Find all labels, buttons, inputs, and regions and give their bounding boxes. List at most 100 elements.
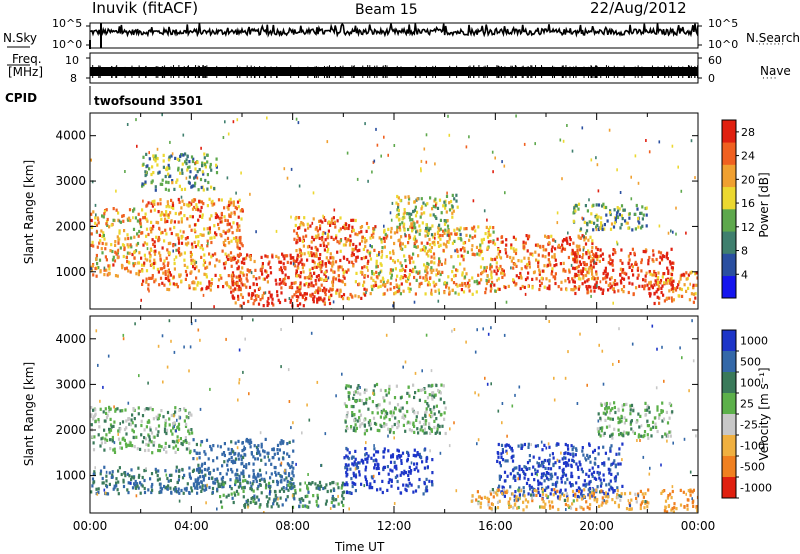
velocity-echo-cell — [214, 477, 217, 482]
power-echo-cell — [180, 153, 183, 157]
power-echo-cell — [265, 275, 269, 279]
power-echo-cell — [90, 243, 93, 247]
power-echo-cell — [439, 272, 442, 277]
velocity-echo-cell — [281, 503, 284, 507]
power-echo-cell — [164, 187, 167, 191]
power-echo-cell — [156, 221, 160, 225]
power-echo-cell — [470, 248, 473, 252]
velocity-echo-cell — [349, 385, 352, 389]
power-echo-cell — [363, 265, 366, 269]
velocity-echo-cell — [344, 429, 348, 433]
velocity-echo-cell — [575, 507, 578, 511]
power-echo-cell — [435, 216, 438, 220]
power-echo-cell — [411, 218, 414, 222]
velocity-echo-cell — [292, 495, 295, 499]
power-echo-cell — [371, 270, 374, 274]
power-echo-cell — [399, 243, 402, 247]
velocity-echo-cell — [614, 475, 618, 479]
power-echo-cell — [267, 296, 270, 301]
power-echo-cell — [671, 266, 674, 270]
velocity-echo-cell — [523, 471, 526, 476]
power-echo-cell — [393, 241, 396, 246]
velocity-echo-cell — [596, 497, 599, 502]
power-echo-cell — [515, 248, 518, 252]
velocity-echo-cell — [178, 469, 181, 473]
power-echo-cell — [161, 113, 163, 117]
power-echo-cell — [239, 304, 242, 308]
velocity-echo-cell — [178, 408, 181, 412]
power-echo-cell — [119, 220, 122, 224]
velocity-echo-cell — [126, 488, 129, 492]
power-echo-cell — [297, 266, 300, 270]
power-echo-cell — [607, 288, 610, 292]
power-echo-cell — [407, 227, 410, 232]
power-echo-cell — [547, 258, 550, 262]
power-echo-cell — [479, 246, 482, 250]
power-echo-cell — [157, 210, 160, 214]
power-echo-cell — [495, 265, 498, 269]
power-echo-cell — [402, 276, 405, 280]
power-echo-cell — [240, 260, 243, 264]
power-echo-cell — [146, 258, 149, 262]
power-echo-cell — [155, 156, 158, 160]
power-echo-cell — [515, 114, 517, 118]
power-echo-cell — [627, 276, 630, 280]
power-echo-cell — [647, 258, 650, 263]
power-echo-cell — [381, 283, 385, 287]
power-echo-cell — [112, 207, 115, 211]
velocity-echo-cell — [500, 443, 504, 447]
power-echo-cell — [375, 275, 378, 279]
power-echo-cell — [300, 252, 303, 256]
power-echo-cell — [146, 219, 149, 223]
power-echo-cell — [653, 283, 656, 287]
velocity-echo-cell — [390, 479, 393, 483]
power-echo-cell — [161, 178, 164, 182]
power-echo-cell — [565, 288, 568, 292]
power-echo-cell — [365, 229, 368, 233]
power-echo-cell — [473, 280, 476, 284]
power-echo-cell — [495, 255, 498, 259]
velocity-echo-cell — [130, 475, 133, 479]
power-echo-cell — [94, 267, 97, 271]
power-echo-cell — [429, 249, 432, 253]
power-echo-cell — [296, 238, 299, 242]
velocity-echo-cell — [105, 492, 108, 496]
velocity-echo-cell — [291, 486, 294, 490]
velocity-echo-cell — [345, 481, 348, 485]
power-echo-cell — [496, 278, 498, 282]
power-echo-cell — [314, 245, 317, 250]
power-echo-cell — [173, 258, 176, 262]
velocity-echo-cell — [378, 471, 381, 476]
power-echo-cell — [123, 229, 126, 233]
power-echo-cell — [599, 248, 602, 252]
power-echo-cell — [260, 255, 263, 259]
power-echo-cell — [396, 259, 400, 263]
velocity-echo-cell — [91, 477, 95, 481]
velocity-echo-cell — [253, 494, 256, 498]
power-echo-cell — [116, 235, 119, 239]
power-echo-cell — [147, 283, 150, 287]
velocity-echo-cell — [579, 505, 582, 509]
power-echo-cell — [341, 280, 344, 284]
power-echo-cell — [122, 214, 125, 218]
velocity-echo-cell — [537, 487, 540, 491]
power-echo-cell — [376, 143, 379, 147]
velocity-echo-cell — [120, 446, 123, 450]
power-echo-cell — [167, 270, 170, 274]
power-echo-cell — [595, 261, 598, 265]
power-echo-cell — [238, 274, 241, 278]
power-echo-cell — [126, 243, 129, 247]
power-echo-cell — [328, 295, 331, 299]
power-echo-cell — [161, 281, 164, 285]
power-echo-cell — [468, 289, 471, 293]
velocity-echo-cell — [290, 464, 293, 468]
power-echo-cell — [346, 151, 349, 155]
power-echo-cell — [489, 233, 492, 237]
velocity-echo-cell — [419, 428, 422, 432]
velocity-echo-cell — [589, 460, 592, 464]
velocity-echo-cell — [391, 453, 395, 457]
power-echo-cell — [142, 199, 144, 203]
velocity-echo-cell — [571, 474, 574, 479]
power-echo-cell — [183, 202, 186, 207]
power-echo-cell — [568, 242, 571, 247]
